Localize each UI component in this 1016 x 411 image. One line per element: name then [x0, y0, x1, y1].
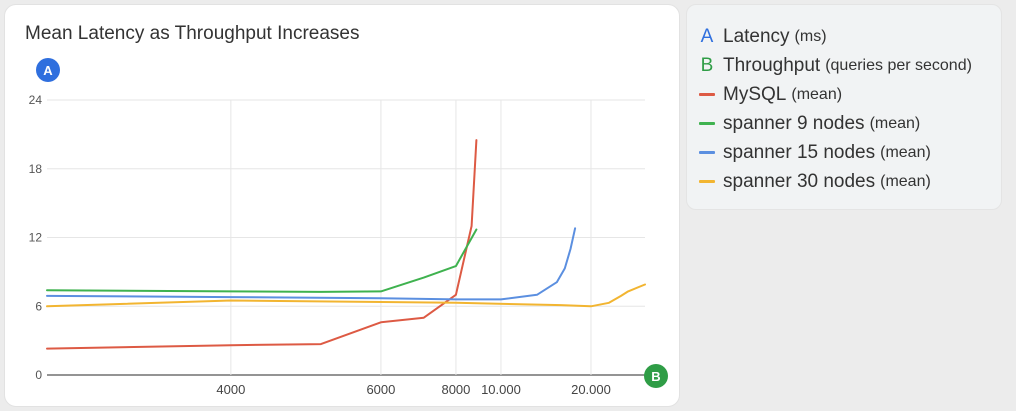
legend-swatch-mysql — [699, 93, 715, 96]
y-tick-label: 24 — [29, 93, 43, 107]
y-axis-badge-circle — [36, 58, 60, 82]
legend-badge-b: B — [700, 54, 714, 76]
legend-swatch-spanner-30 — [699, 180, 715, 183]
y-tick-label: 12 — [29, 231, 43, 245]
chart-card: Mean Latency as Throughput Increases — [4, 4, 680, 407]
series-line-3 — [46, 283, 646, 308]
x-tick-label: 10.000 — [481, 382, 521, 397]
chart-title: Mean Latency as Throughput Increases — [25, 23, 360, 44]
legend-label: spanner 30 nodes — [723, 170, 876, 192]
legend-badge-a: A — [700, 25, 714, 47]
legend-label: MySQL — [723, 83, 787, 105]
legend-item-spanner-30: spanner 30 nodes (mean) — [697, 167, 1001, 196]
series-line-1 — [46, 228, 478, 293]
legend-line-icon — [697, 93, 717, 96]
legend-mark-a: A — [697, 26, 717, 48]
legend-swatch-spanner-9 — [699, 122, 715, 125]
legend-sublabel: (mean) — [869, 114, 921, 132]
legend-label: spanner 15 nodes — [723, 141, 876, 163]
legend-mark-b: B — [697, 55, 717, 77]
chart-legend: A Latency (ms) B Throughput (queries per… — [686, 4, 1002, 210]
y-tick-label: 18 — [29, 162, 43, 176]
x-axis-badge-label: B — [651, 369, 660, 384]
legend-label: spanner 9 nodes — [723, 112, 865, 134]
legend-item-spanner-9: spanner 9 nodes (mean) — [697, 109, 1001, 138]
legend-label: Latency — [723, 25, 790, 47]
x-tick-label: 8000 — [441, 382, 470, 397]
legend-item-latency: A Latency (ms) — [697, 22, 1001, 51]
y-axis-badge-label: A — [43, 63, 53, 78]
x-axis-badge-circle — [644, 364, 668, 388]
y-tick-label: 6 — [35, 299, 42, 313]
legend-line-icon — [697, 122, 717, 125]
legend-swatch-spanner-15 — [699, 151, 715, 154]
legend-sublabel: (ms) — [794, 27, 827, 45]
legend-item-spanner-15: spanner 15 nodes (mean) — [697, 138, 1001, 167]
legend-line-icon — [697, 180, 717, 183]
x-tick-label: 4000 — [216, 382, 245, 397]
legend-item-mysql: MySQL (mean) — [697, 80, 1001, 109]
y-tick-label: 0 — [35, 368, 42, 382]
legend-sublabel: (mean) — [791, 85, 843, 103]
legend-line-icon — [697, 151, 717, 154]
x-tick-label: 6000 — [366, 382, 395, 397]
legend-sublabel: (mean) — [880, 172, 931, 190]
legend-label: Throughput — [723, 54, 821, 76]
line-chart: 0 6 12 18 24 4000 6000 8000 10.000 20.000 A B — [29, 58, 668, 397]
x-tick-label: 20.000 — [571, 382, 611, 397]
series-line-2 — [46, 227, 577, 301]
series-line-0 — [46, 139, 478, 350]
legend-item-throughput: B Throughput (queries per second) — [697, 51, 1001, 80]
legend-sublabel: (mean) — [880, 143, 931, 161]
legend-sublabel: (queries per second) — [825, 56, 972, 74]
